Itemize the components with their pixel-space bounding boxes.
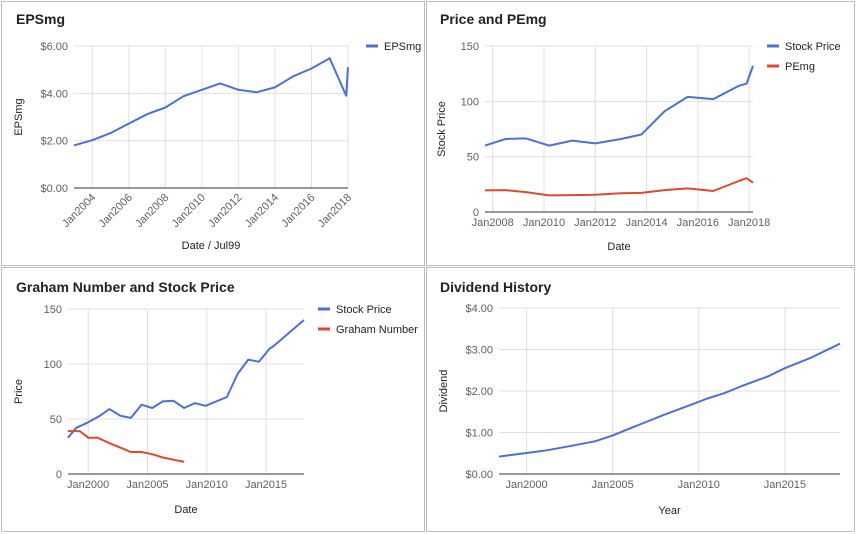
eps-chart-panel: EPSmg $0.00 $2.00 $4.00 $6.00 Jan2004 Jan2006 J…: [1, 1, 425, 266]
graham-chart-panel: Graham Number and Stock Price 0 50 100 150 Ja…: [1, 267, 425, 532]
y-tick-label: $2.00: [40, 136, 68, 148]
legend-label-epsmg: EPSmg: [384, 41, 421, 53]
x-tick-label: Jan2018: [316, 192, 354, 230]
series-line-stock-price: [67, 319, 305, 439]
x-tick-label: Jan2015: [764, 479, 806, 491]
x-axis-title: Date: [607, 241, 630, 253]
x-tick-label: Jan2012: [574, 217, 616, 229]
series-line-graham-number: [68, 430, 185, 463]
y-tick-label: $6.00: [40, 41, 68, 53]
y-tick-label: 50: [50, 414, 62, 426]
x-tick-label: Jan2008: [472, 217, 514, 229]
x-tick-label: Jan2005: [126, 479, 168, 491]
price-pe-chart-panel: Price and PEmg 0 50 100 150 Jan2008 Jan2010 Jan…: [426, 1, 855, 266]
x-tick-label: Jan2010: [170, 192, 208, 230]
x-axis-title: Date: [174, 504, 197, 516]
legend-label-stock-price: Stock Price: [336, 304, 392, 316]
x-tick-label: Jan2000: [67, 479, 109, 491]
x-tick-label: Jan2018: [728, 217, 770, 229]
eps-chart: EPSmg$0.00$2.00$4.00$6.00Jan2004Jan2006J…: [13, 11, 421, 252]
legend-label-pemg: PEmg: [785, 61, 815, 73]
dividend-chart: Dividend History $0.00 $1.00 $2.00 $3.00 $4.0…: [438, 279, 841, 517]
series-line-dividend: [498, 342, 841, 458]
chart-title: Graham Number and Stock Price: [16, 279, 235, 295]
x-tick-label: Jan2005: [592, 479, 634, 491]
x-tick-label: Jan2000: [505, 479, 547, 491]
x-axis-title: Date / Jul99: [182, 240, 241, 252]
x-tick-label: Jan2010: [186, 479, 228, 491]
series-line-pemg: [484, 177, 754, 197]
y-tick-label: 0: [473, 207, 479, 219]
y-tick-label: $1.00: [465, 428, 493, 440]
y-tick-label: 0: [56, 469, 62, 481]
y-tick-label: 50: [467, 152, 479, 164]
x-tick-label: Jan2010: [523, 217, 565, 229]
y-tick-label: $0.00: [465, 469, 493, 481]
x-tick-label: Jan2014: [243, 192, 281, 230]
x-tick-label: Jan2012: [206, 192, 244, 230]
x-tick-label: Jan2004: [60, 192, 98, 230]
series-line-stock-price: [484, 65, 754, 147]
legend-label-graham-number: Graham Number: [336, 324, 418, 336]
dividend-chart-panel: Dividend History $0.00 $1.00 $2.00 $3.00 $4.0…: [426, 267, 855, 532]
y-tick-label: 100: [461, 96, 479, 108]
y-tick-label: 150: [461, 41, 479, 53]
y-axis-title: Stock Price: [436, 101, 448, 157]
y-tick-label: 150: [44, 304, 62, 316]
x-tick-label: Jan2015: [245, 479, 287, 491]
y-axis-title: EPSmg: [13, 98, 25, 135]
x-tick-label: Jan2014: [625, 217, 667, 229]
chart-title: Price and PEmg: [440, 11, 547, 27]
y-tick-label: $2.00: [465, 386, 493, 398]
y-tick-label: $4.00: [465, 303, 493, 315]
y-tick-label: $3.00: [465, 345, 493, 357]
x-tick-label: Jan2006: [97, 192, 135, 230]
y-tick-label: 100: [44, 359, 62, 371]
x-tick-label: Jan2010: [678, 479, 720, 491]
x-axis-title: Year: [658, 505, 681, 517]
chart-title: Dividend History: [440, 279, 551, 295]
x-tick-label: Jan2008: [133, 192, 171, 230]
chart-title: EPSmg: [16, 11, 65, 27]
x-tick-label: Jan2016: [279, 192, 317, 230]
legend-label-stock-price: Stock Price: [785, 41, 841, 53]
x-tick-label: Jan2016: [677, 217, 719, 229]
series-line-epsmg: [73, 57, 349, 147]
price-pe-chart: Price and PEmg 0 50 100 150 Jan2008 Jan2010 Jan…: [436, 11, 841, 253]
y-axis-title: Price: [13, 379, 25, 404]
y-axis-title: Dividend: [438, 370, 450, 413]
graham-chart: Graham Number and Stock Price 0 50 100 150 Ja…: [13, 279, 418, 516]
y-tick-label: $0.00: [40, 183, 68, 195]
y-tick-label: $4.00: [40, 88, 68, 100]
